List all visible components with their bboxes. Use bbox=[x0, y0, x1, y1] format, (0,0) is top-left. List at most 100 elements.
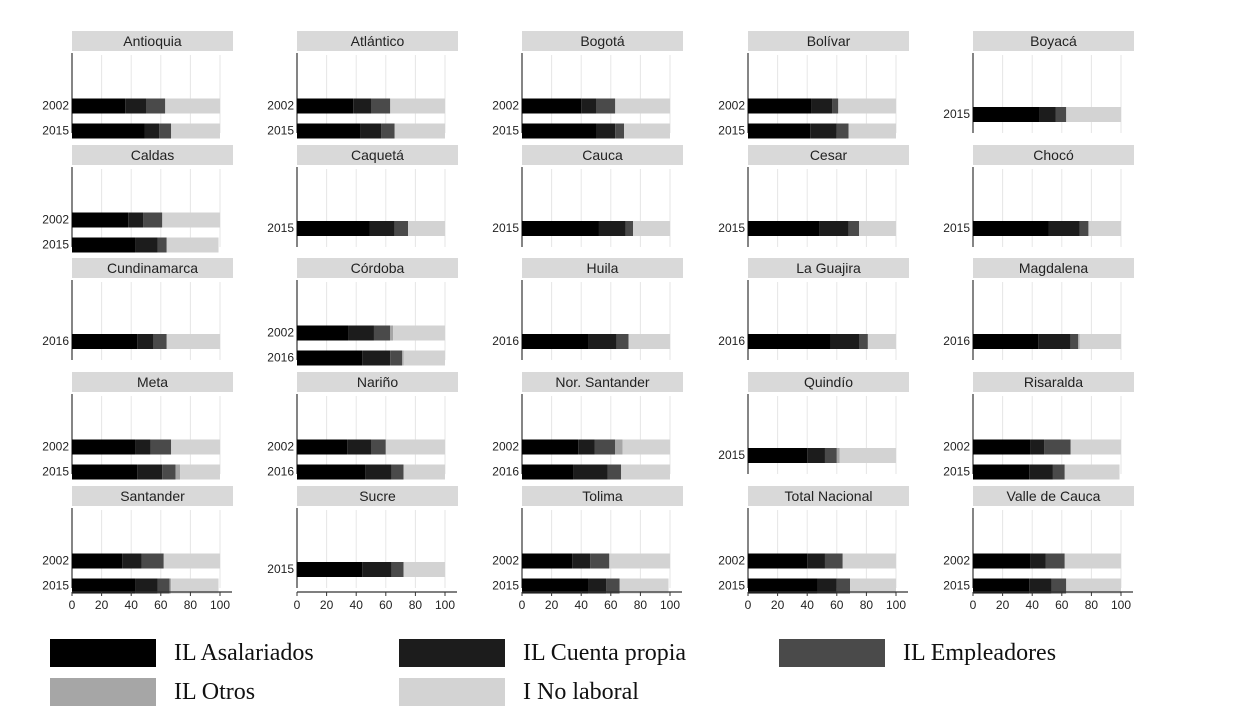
bar-segment bbox=[836, 448, 840, 463]
x-tick-label: 80 bbox=[409, 598, 423, 612]
bar-segment bbox=[572, 553, 591, 569]
panel-header bbox=[297, 486, 458, 506]
bar-segment bbox=[606, 578, 620, 594]
panel-header bbox=[748, 145, 909, 165]
bar-segment bbox=[522, 464, 574, 480]
x-tick-label: 40 bbox=[125, 598, 139, 612]
bar-segment bbox=[748, 123, 811, 139]
bar-year-label: 2015 bbox=[42, 238, 69, 252]
bar-segment bbox=[973, 464, 1030, 480]
x-tick-label: 60 bbox=[379, 598, 393, 612]
bar-segment bbox=[297, 464, 366, 480]
bar-year-label: 2015 bbox=[42, 579, 69, 593]
bar-segment bbox=[373, 325, 391, 341]
bar-segment bbox=[1045, 553, 1065, 569]
bar-segment bbox=[1051, 578, 1067, 594]
panel-title: Nor. Santander bbox=[555, 374, 650, 390]
bar-segment bbox=[125, 98, 146, 114]
panel-title: Atlántico bbox=[351, 33, 405, 49]
panel: Huila 2016 bbox=[492, 258, 683, 360]
panel-title: La Guajira bbox=[796, 260, 861, 276]
panel-title: Chocó bbox=[1033, 147, 1074, 163]
bar-segment bbox=[297, 98, 354, 114]
panel-title: Boyacá bbox=[1030, 33, 1077, 49]
panel: Meta 2002 2015 bbox=[42, 372, 233, 480]
bar-segment bbox=[1038, 334, 1071, 349]
bar-year-label: 2016 bbox=[42, 334, 69, 348]
bar-segment bbox=[393, 325, 445, 341]
bar-segment bbox=[588, 334, 617, 349]
bar-segment bbox=[867, 334, 896, 349]
bar-segment bbox=[137, 464, 163, 480]
bar-year-label: 2016 bbox=[267, 465, 294, 479]
panel-header bbox=[748, 258, 909, 278]
x-tick-label: 100 bbox=[660, 598, 680, 612]
panel-title: Cesar bbox=[810, 147, 848, 163]
panel-title: Santander bbox=[120, 488, 185, 504]
panel-title: Risaralda bbox=[1024, 374, 1083, 390]
x-tick-label: 60 bbox=[1055, 598, 1069, 612]
bar-segment bbox=[72, 578, 136, 594]
bar-segment bbox=[72, 334, 138, 349]
bar-segment bbox=[408, 221, 445, 236]
bar-segment bbox=[135, 578, 158, 594]
panel: Magdalena 2016 bbox=[943, 258, 1134, 360]
x-tick-label: 80 bbox=[184, 598, 198, 612]
panel-title: Magdalena bbox=[1019, 260, 1088, 276]
bar-segment bbox=[748, 553, 808, 569]
bar-segment bbox=[360, 123, 382, 139]
bar-segment bbox=[628, 334, 670, 349]
bar-segment bbox=[72, 439, 136, 455]
panel-title: Córdoba bbox=[351, 260, 405, 276]
bar-segment bbox=[848, 221, 859, 236]
x-tick-label: 60 bbox=[154, 598, 168, 612]
bar-segment bbox=[371, 439, 386, 455]
panel-title: Bogotá bbox=[580, 33, 625, 49]
bar-segment bbox=[973, 107, 1040, 122]
panel-header bbox=[973, 372, 1134, 392]
bar-segment bbox=[297, 350, 363, 366]
bar-segment bbox=[615, 439, 623, 455]
bar-segment bbox=[1078, 334, 1080, 349]
bar-segment bbox=[748, 448, 808, 463]
bar-segment bbox=[748, 98, 812, 114]
bar-segment bbox=[403, 350, 445, 366]
bar-segment bbox=[157, 578, 170, 594]
panel: Córdoba 2002 2016 bbox=[267, 258, 458, 366]
bar-year-label: 2015 bbox=[492, 579, 519, 593]
bar-year-label: 2015 bbox=[42, 124, 69, 138]
bar-year-label: 2015 bbox=[267, 221, 294, 235]
bar-segment bbox=[609, 553, 670, 569]
bar-segment bbox=[1039, 107, 1056, 122]
bar-segment bbox=[362, 562, 392, 577]
bar-year-label: 2015 bbox=[718, 124, 745, 138]
bar-segment bbox=[348, 325, 374, 341]
panel: Chocó 2015 bbox=[943, 145, 1134, 247]
bar-segment bbox=[1064, 464, 1120, 480]
bar-segment bbox=[371, 98, 391, 114]
bar-segment bbox=[72, 553, 123, 569]
x-tick-label: 0 bbox=[970, 598, 977, 612]
bar-year-label: 2002 bbox=[492, 554, 519, 568]
bar-year-label: 2015 bbox=[943, 465, 970, 479]
bar-segment bbox=[144, 123, 160, 139]
panel: Boyacá 2015 bbox=[943, 31, 1134, 133]
bar-segment bbox=[621, 464, 670, 480]
bar-segment bbox=[394, 221, 408, 236]
bar-segment bbox=[297, 221, 370, 236]
bar-segment bbox=[973, 439, 1031, 455]
x-tick-label: 40 bbox=[575, 598, 589, 612]
bar-year-label: 2016 bbox=[267, 351, 294, 365]
panel-header bbox=[72, 372, 233, 392]
panel: Nor. Santander 2002 2016 bbox=[492, 372, 683, 480]
panel: Cesar 2015 bbox=[718, 145, 909, 247]
bar-segment bbox=[522, 221, 599, 236]
bar-segment bbox=[166, 334, 220, 349]
bar-segment bbox=[596, 98, 616, 114]
panel: Antioquia 2002 2015 bbox=[42, 31, 233, 139]
x-tick-label: 20 bbox=[95, 598, 109, 612]
bar-segment bbox=[1066, 107, 1121, 122]
